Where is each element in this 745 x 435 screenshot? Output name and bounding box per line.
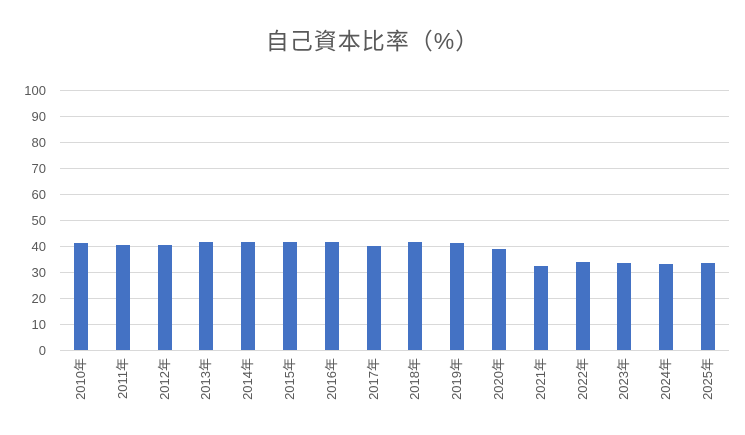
bar-2024[interactable] (659, 264, 674, 350)
y-tick-label-0: 0 (38, 342, 46, 358)
bar-2016[interactable] (324, 242, 339, 350)
x-tick-label-2011: 2011年 (114, 358, 130, 399)
y-tick-label-20: 20 (31, 290, 46, 306)
bar-2019[interactable] (450, 243, 465, 350)
gridline-40 (60, 245, 729, 247)
y-tick-label-60: 60 (31, 186, 46, 202)
gridline-100 (60, 89, 729, 91)
gridline-20 (60, 297, 729, 299)
y-tick-label-30: 30 (31, 264, 46, 280)
bar-2010[interactable] (73, 243, 88, 350)
gridline-60 (60, 193, 729, 195)
gridline-70 (60, 167, 729, 169)
x-tick-label-2020: 2020年 (491, 358, 507, 400)
gridline-30 (60, 271, 729, 273)
bar-2017[interactable] (366, 246, 381, 350)
y-tick-label-100: 100 (24, 82, 46, 98)
y-tick-label-70: 70 (31, 160, 46, 176)
y-tick-label-40: 40 (31, 238, 46, 254)
gridline-80 (60, 141, 729, 143)
x-tick-label-2016: 2016年 (323, 358, 339, 400)
x-tick-label-2012: 2012年 (156, 358, 172, 400)
chart-title: 自己資本比率（%） (265, 28, 480, 54)
gridline-10 (60, 323, 729, 325)
x-tick-label-2013: 2013年 (198, 358, 214, 400)
y-tick-label-80: 80 (31, 134, 46, 150)
bar-2013[interactable] (199, 242, 214, 350)
bar-2022[interactable] (575, 261, 590, 350)
bar-2021[interactable] (533, 265, 548, 350)
x-tick-label-2017: 2017年 (365, 358, 381, 400)
bar-2015[interactable] (282, 242, 297, 350)
x-tick-label-2025: 2025年 (700, 358, 716, 400)
bar-2014[interactable] (241, 242, 256, 350)
gridline-0 (60, 349, 729, 351)
y-tick-label-10: 10 (31, 316, 46, 332)
y-tick-label-90: 90 (31, 108, 46, 124)
bar-2018[interactable] (408, 242, 423, 350)
x-tick-label-2015: 2015年 (281, 358, 297, 400)
bar-2023[interactable] (617, 262, 632, 350)
bar-2011[interactable] (115, 244, 130, 350)
x-tick-label-2021: 2021年 (532, 358, 548, 400)
y-tick-label-50: 50 (31, 212, 46, 228)
x-tick-label-2019: 2019年 (449, 358, 465, 400)
gridline-50 (60, 219, 729, 221)
x-tick-label-2018: 2018年 (407, 358, 423, 400)
bar-2025[interactable] (701, 262, 716, 350)
x-tick-label-2014: 2014年 (240, 358, 256, 400)
x-tick-label-2024: 2024年 (658, 358, 674, 400)
gridline-90 (60, 115, 729, 117)
bar-2012[interactable] (157, 244, 172, 350)
x-tick-label-2022: 2022年 (574, 358, 590, 400)
x-tick-label-2023: 2023年 (616, 358, 632, 400)
x-tick-label-2010: 2010年 (72, 358, 88, 400)
bar-2020[interactable] (492, 248, 507, 350)
